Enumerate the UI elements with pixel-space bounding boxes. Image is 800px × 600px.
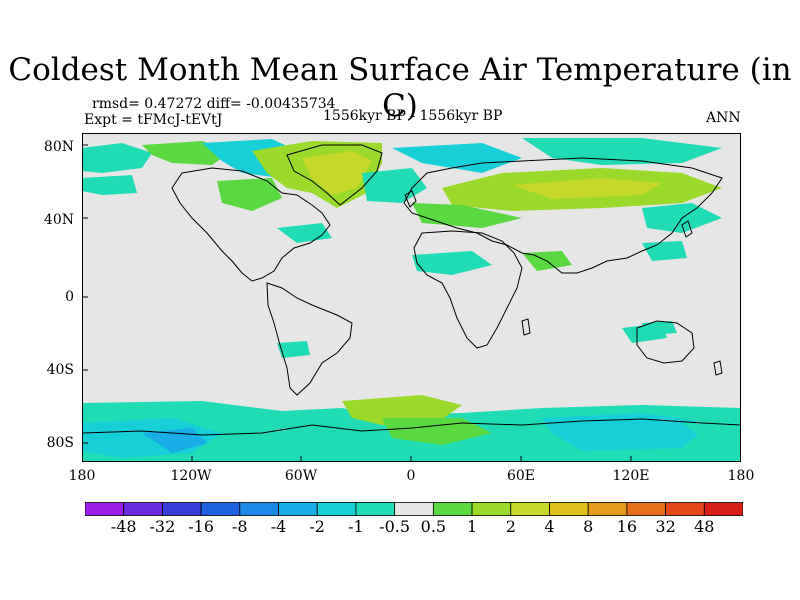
field-pacific-nw bbox=[82, 175, 137, 195]
coast-australia bbox=[636, 320, 695, 364]
experiment-text: Expt = tFMcJ-tEVtJ bbox=[84, 112, 223, 128]
field-s-atlantic-warm-2 bbox=[382, 418, 492, 445]
colorbar-label: -0.5 bbox=[379, 517, 411, 536]
colorbar-swatch bbox=[278, 502, 318, 516]
coast-newzealand bbox=[713, 360, 723, 376]
colorbar-swatch bbox=[703, 502, 743, 516]
colorbar-swatch bbox=[665, 502, 705, 516]
x-tick-label-0: 0 bbox=[406, 468, 416, 484]
field-s-atlantic-warm bbox=[342, 395, 462, 425]
x-tick-label-120w: 120W bbox=[170, 468, 212, 484]
coast-madagascar bbox=[521, 318, 531, 336]
field-arctic-west bbox=[82, 143, 152, 173]
field-n-africa bbox=[412, 251, 492, 275]
colorbar bbox=[85, 502, 743, 516]
colorbar-swatch bbox=[239, 502, 279, 516]
colorbar-swatch bbox=[626, 502, 666, 516]
y-tick-label-80s: 80S bbox=[46, 435, 74, 451]
colorbar-label: 0.5 bbox=[420, 517, 447, 536]
colorbar-label: 1 bbox=[467, 517, 478, 536]
coastline-layer bbox=[82, 144, 741, 436]
colorbar-label: 16 bbox=[616, 517, 638, 536]
tick-marks bbox=[82, 144, 632, 462]
field-atlantic-north bbox=[362, 168, 427, 203]
colorbar-label: 32 bbox=[655, 517, 676, 536]
map-plot bbox=[82, 133, 741, 462]
y-tick-label-40s: 40S bbox=[46, 362, 74, 378]
colorbar-label: -2 bbox=[309, 517, 325, 536]
coast-north-america bbox=[171, 167, 331, 282]
colorbar-swatch bbox=[162, 502, 202, 516]
stats-text: rmsd= 0.47272 diff= -0.00435734 bbox=[92, 96, 336, 112]
colorbar-swatch bbox=[123, 502, 163, 516]
colorbar-label: -8 bbox=[232, 517, 248, 536]
colorbar-swatch bbox=[471, 502, 512, 516]
field-siberia-core bbox=[512, 178, 662, 199]
colorbar-label: -32 bbox=[149, 517, 176, 536]
colorbar-label: 2 bbox=[505, 517, 516, 536]
colorbar-swatch bbox=[316, 502, 357, 516]
period-text: 1556kyr BP - 1556kyr BP bbox=[323, 108, 503, 124]
colorbar-label: 4 bbox=[544, 517, 555, 536]
anomaly-field-layer bbox=[82, 138, 741, 462]
colorbar-label: -48 bbox=[110, 517, 137, 536]
colorbar-swatch bbox=[394, 502, 434, 516]
colorbar-swatch bbox=[432, 502, 473, 516]
coast-antarctica bbox=[82, 418, 741, 436]
colorbar-label: 48 bbox=[694, 517, 715, 536]
y-tick-label-40n: 40N bbox=[43, 212, 74, 228]
colorbar-swatch bbox=[510, 502, 550, 516]
coast-south-america bbox=[266, 282, 353, 396]
field-greenland-core bbox=[302, 151, 372, 195]
page-title: Coldest Month Mean Surface Air Temperatu… bbox=[8, 52, 792, 124]
x-tick-label-120e: 120E bbox=[612, 468, 650, 484]
coast-africa bbox=[413, 230, 523, 349]
x-tick-label-180w: 180 bbox=[68, 468, 96, 484]
x-tick-label-60w: 60W bbox=[284, 468, 318, 484]
season-text: ANN bbox=[706, 110, 741, 126]
coast-eurasia bbox=[403, 157, 723, 274]
field-australia bbox=[642, 321, 677, 335]
colorbar-swatch bbox=[200, 502, 241, 516]
colorbar-label: -1 bbox=[348, 517, 364, 536]
x-tick-label-60e: 60E bbox=[506, 468, 536, 484]
coast-greenland bbox=[286, 144, 383, 206]
y-tick-label-0: 0 bbox=[65, 289, 74, 305]
field-ross bbox=[682, 418, 741, 445]
field-s-america-west bbox=[277, 341, 310, 358]
colorbar-label: -4 bbox=[270, 517, 287, 536]
colorbar-swatch bbox=[355, 502, 396, 516]
field-europe-arctic bbox=[392, 143, 522, 173]
colorbar-swatch bbox=[587, 502, 628, 516]
field-canada-south bbox=[217, 178, 282, 211]
coast-uk bbox=[404, 190, 417, 208]
coast-japan bbox=[681, 220, 693, 238]
field-antarctic-3 bbox=[542, 413, 712, 451]
y-tick-label-80n: 80N bbox=[43, 139, 74, 155]
x-tick-label-180e: 180 bbox=[727, 468, 755, 484]
colorbar-label: -16 bbox=[188, 517, 214, 536]
colorbar-label: 8 bbox=[583, 517, 594, 536]
colorbar-swatch bbox=[85, 502, 125, 516]
colorbar-swatch bbox=[549, 502, 589, 516]
map-canvas bbox=[82, 133, 741, 462]
